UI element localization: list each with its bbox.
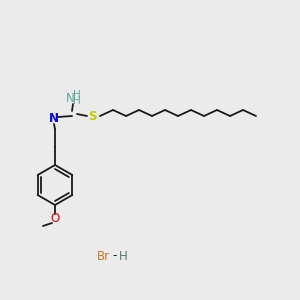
- Text: N: N: [49, 112, 59, 125]
- Text: H: H: [73, 96, 80, 106]
- Text: H: H: [118, 250, 127, 262]
- Text: N: N: [66, 92, 74, 104]
- Text: H: H: [73, 90, 80, 100]
- Text: Br: Br: [96, 250, 110, 262]
- Text: S: S: [88, 110, 96, 122]
- Text: -: -: [113, 250, 117, 262]
- Text: O: O: [50, 212, 60, 226]
